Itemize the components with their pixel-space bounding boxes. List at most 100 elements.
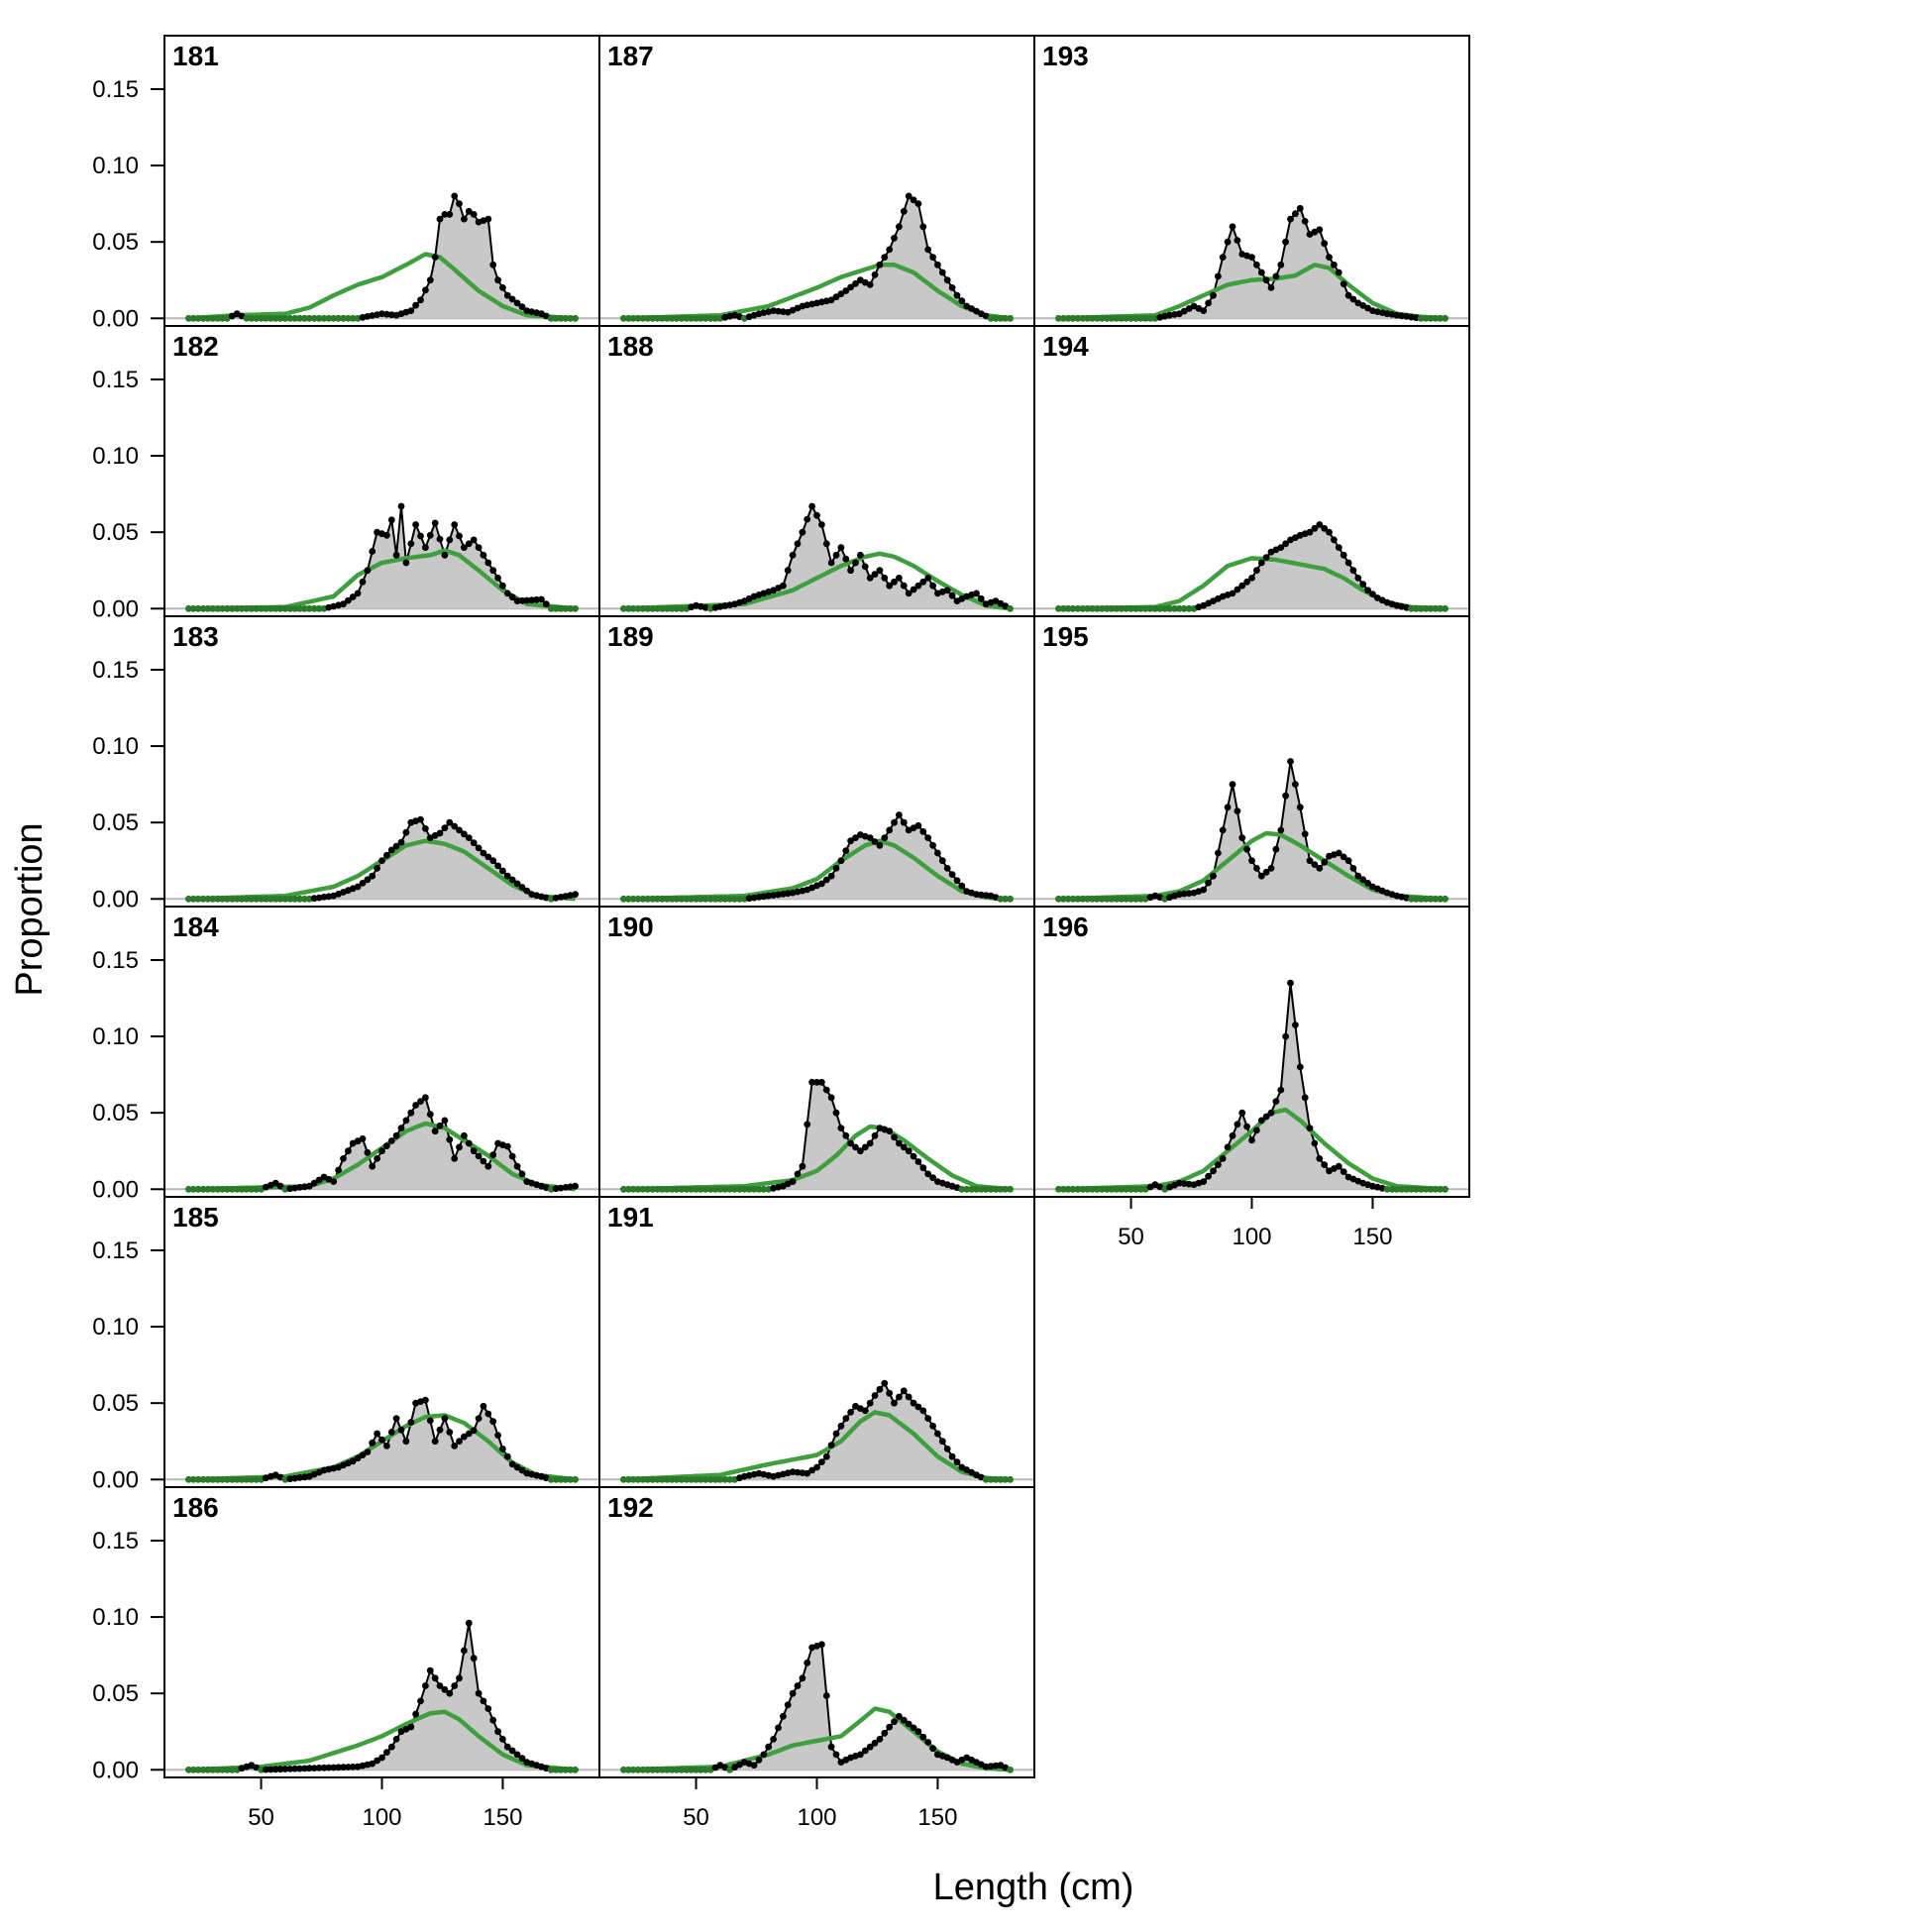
observed-point bbox=[1064, 895, 1072, 903]
observed-point bbox=[345, 314, 352, 322]
observed-point bbox=[465, 207, 473, 215]
observed-point bbox=[1141, 604, 1149, 612]
observed-point bbox=[1234, 1121, 1241, 1128]
observed-point bbox=[760, 1751, 768, 1759]
observed-point bbox=[194, 895, 202, 903]
observed-point bbox=[1359, 581, 1367, 588]
observed-point bbox=[740, 1185, 748, 1193]
y-tick-label: 0.05 bbox=[92, 809, 139, 836]
observed-point bbox=[711, 1185, 719, 1193]
observed-point bbox=[1292, 1021, 1299, 1028]
observed-point bbox=[1417, 1185, 1425, 1193]
observed-point bbox=[1398, 1185, 1406, 1193]
observed-point bbox=[552, 604, 560, 612]
observed-point bbox=[1412, 895, 1420, 903]
observed-point bbox=[253, 895, 261, 903]
observed-point bbox=[1059, 895, 1067, 903]
observed-point bbox=[693, 1185, 699, 1193]
observed-point bbox=[518, 1755, 526, 1763]
observed-point bbox=[1326, 254, 1333, 261]
observed-point bbox=[364, 1449, 372, 1455]
observed-point bbox=[209, 895, 217, 903]
observed-point bbox=[693, 895, 699, 903]
observed-point bbox=[523, 596, 531, 604]
observed-point bbox=[649, 1185, 657, 1193]
panel-label: 196 bbox=[1042, 912, 1089, 942]
observed-point bbox=[1359, 876, 1367, 884]
observed-point bbox=[1311, 861, 1319, 868]
observed-point bbox=[668, 1475, 676, 1483]
observed-point bbox=[349, 1457, 357, 1465]
observed-point bbox=[470, 1147, 478, 1155]
observed-point bbox=[276, 1182, 284, 1190]
observed-point bbox=[1282, 1032, 1289, 1040]
observed-point bbox=[914, 200, 922, 208]
observed-point bbox=[905, 1393, 912, 1401]
observed-point bbox=[480, 551, 487, 559]
observed-point bbox=[209, 314, 217, 322]
observed-point bbox=[189, 895, 197, 903]
observed-point bbox=[204, 1475, 212, 1483]
observed-point bbox=[822, 1692, 830, 1699]
observed-point bbox=[354, 590, 362, 597]
observed-point bbox=[1432, 1185, 1440, 1193]
observed-point bbox=[726, 1475, 734, 1483]
observed-point bbox=[683, 1185, 691, 1193]
observed-point bbox=[189, 1475, 197, 1483]
observed-point bbox=[784, 567, 792, 575]
observed-point bbox=[1243, 845, 1250, 853]
observed-point bbox=[673, 1475, 681, 1483]
observed-point bbox=[451, 1443, 459, 1449]
observed-point bbox=[842, 1415, 850, 1422]
observed-point bbox=[891, 578, 898, 586]
panel-183: 183 0.00 0.05 0.10 0.15 bbox=[92, 615, 600, 912]
observed-point bbox=[934, 1430, 941, 1438]
observed-point bbox=[866, 1743, 874, 1751]
y-tick-label: 0.15 bbox=[92, 947, 139, 974]
observed-point bbox=[310, 314, 318, 322]
observed-point bbox=[369, 548, 376, 555]
observed-point bbox=[992, 1185, 1000, 1193]
observed-point bbox=[1113, 895, 1121, 903]
observed-point bbox=[533, 595, 540, 603]
observed-point bbox=[441, 211, 449, 218]
observed-point bbox=[484, 853, 492, 861]
observed-point bbox=[804, 1659, 811, 1666]
observed-point bbox=[407, 1419, 415, 1426]
observed-point bbox=[1136, 1185, 1144, 1193]
observed-point bbox=[1340, 551, 1347, 559]
observed-point bbox=[997, 314, 1005, 322]
observed-point bbox=[822, 540, 830, 548]
observed-point bbox=[199, 1475, 207, 1483]
observed-point bbox=[914, 821, 922, 829]
observed-point bbox=[359, 1451, 367, 1458]
observed-point bbox=[499, 867, 506, 875]
observed-point bbox=[683, 314, 691, 322]
panel-186: 186 0.00 0.05 0.10 0.15 50 100 150 bbox=[92, 1486, 600, 1831]
observed-point bbox=[374, 1155, 380, 1162]
observed-point bbox=[417, 815, 424, 823]
observed-point bbox=[1132, 895, 1139, 903]
panel-frame bbox=[598, 35, 1035, 327]
observed-point bbox=[518, 596, 526, 604]
observed-point bbox=[900, 818, 908, 826]
observed-area bbox=[188, 506, 576, 609]
observed-point bbox=[552, 314, 560, 322]
observed-point bbox=[276, 604, 284, 612]
panel-193: 193 bbox=[1033, 35, 1470, 327]
observed-point bbox=[1205, 879, 1212, 887]
observed-point bbox=[392, 1736, 400, 1743]
observed-point bbox=[644, 604, 652, 612]
observed-point bbox=[973, 1185, 980, 1193]
observed-point bbox=[673, 314, 681, 322]
observed-point bbox=[387, 846, 395, 854]
panel-label: 183 bbox=[172, 621, 219, 652]
observed-point bbox=[248, 1185, 256, 1193]
observed-point bbox=[876, 261, 884, 268]
observed-point bbox=[673, 604, 681, 612]
observed-point bbox=[1427, 604, 1435, 612]
observed-point bbox=[1229, 781, 1236, 788]
observed-point bbox=[291, 314, 299, 322]
observed-point bbox=[924, 1415, 932, 1422]
observed-point bbox=[818, 1458, 825, 1465]
